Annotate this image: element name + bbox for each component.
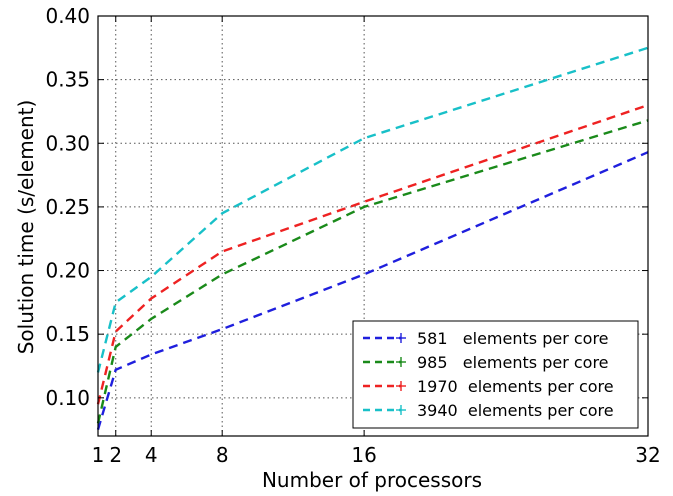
x-tick-label: 32 [635,443,660,467]
series-line-3 [96,46,649,373]
y-tick-label: 0.35 [45,68,90,92]
x-tick-label: 2 [109,443,122,467]
y-axis-ticks: 0.10 0.15 0.20 0.25 0.30 0.35 0.40 [45,4,648,410]
series-line-2 [96,103,649,405]
plot-frame [97,15,649,437]
y-axis-label: Solution time (s/element) [14,100,38,355]
x-tick-label: 8 [216,443,229,467]
legend-label: 581 elements per core [417,329,609,348]
y-tick-label: 0.20 [45,259,90,283]
y-tick-label: 0.15 [45,322,90,346]
legend-label: 3940 elements per core [417,401,614,420]
x-tick-label: 4 [145,443,158,467]
x-tick-label: 1 [92,443,105,467]
y-tick-label: 0.40 [45,4,90,28]
x-axis-label: Number of processors [262,468,482,492]
series-line-1 [96,119,649,424]
x-axis-ticks: 1 2 4 8 16 32 [92,16,661,467]
legend-label: 985 elements per core [417,353,609,372]
legend-label: 1970 elements per core [417,377,614,396]
series-line-0 [96,151,649,430]
series-lines [96,46,649,430]
y-tick-label: 0.30 [45,131,90,155]
x-tick-label: 16 [351,443,376,467]
y-tick-label: 0.10 [45,386,90,410]
y-tick-label: 0.25 [45,195,90,219]
legend: 581 elements per core 985 elements per co… [352,320,639,429]
